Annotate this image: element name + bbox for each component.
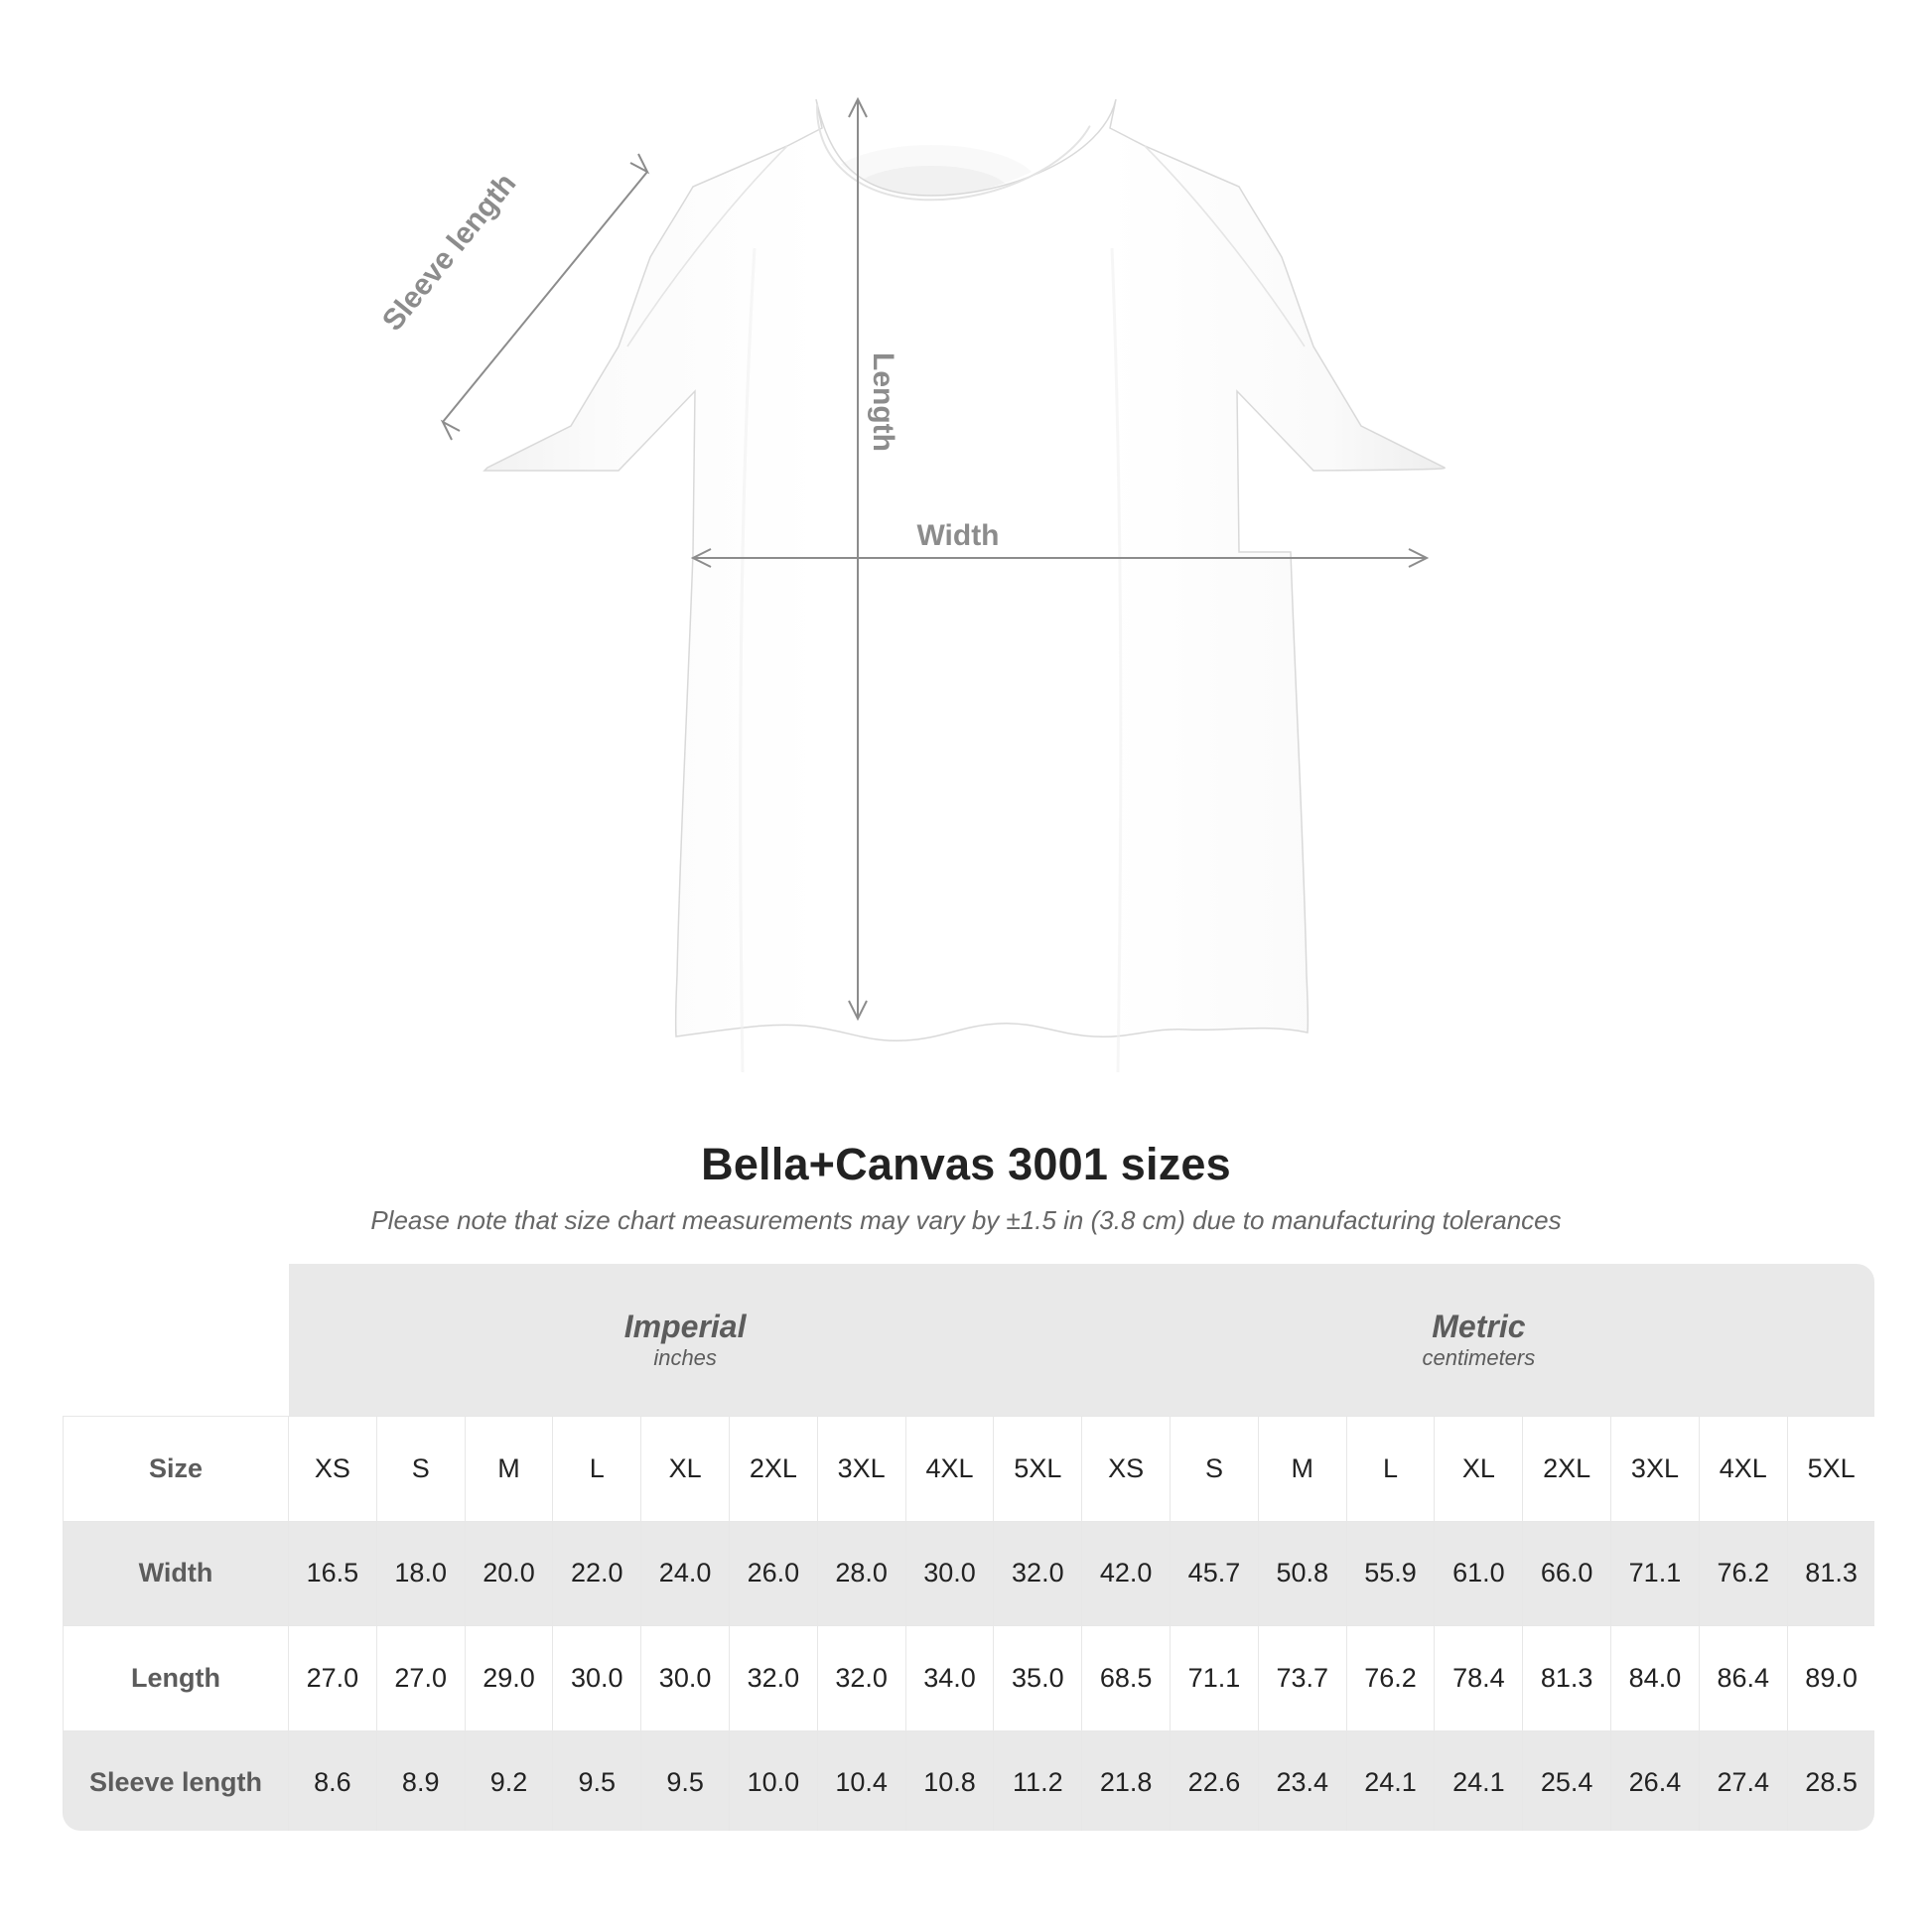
svg-text:Length: Length [867,352,899,452]
svg-text:Width: Width [916,519,999,552]
svg-text:Sleeve length: Sleeve length [376,167,522,337]
